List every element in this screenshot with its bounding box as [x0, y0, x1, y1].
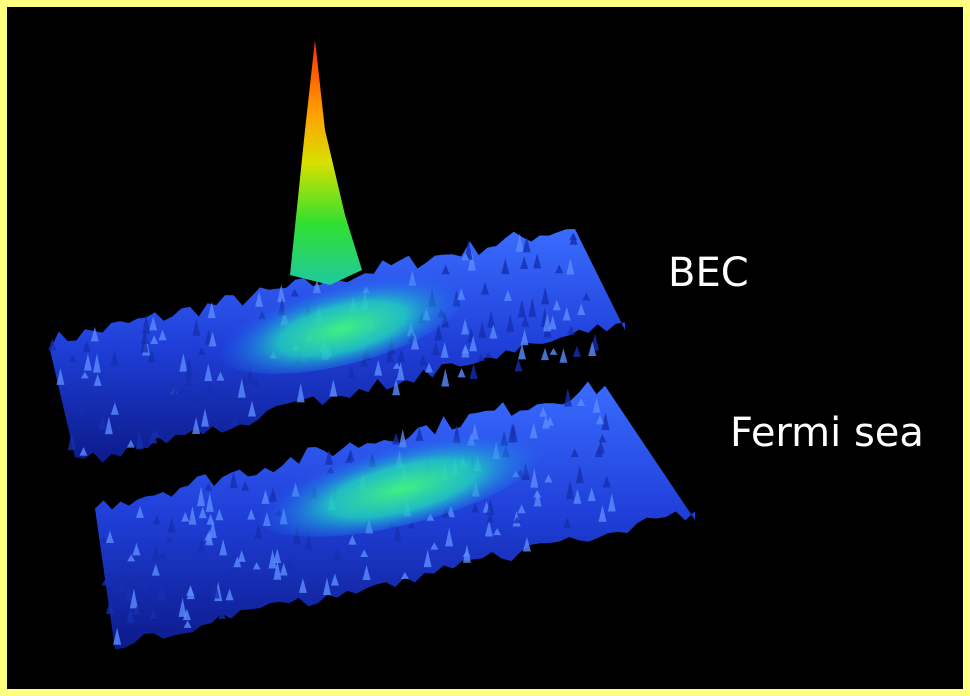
surface-spike	[564, 388, 572, 407]
surface-spike	[541, 348, 549, 360]
image-frame: BEC Fermi sea	[0, 0, 970, 696]
surface-spike	[441, 369, 449, 387]
bec-label: BEC	[668, 250, 749, 296]
fermi-label: Fermi sea	[730, 410, 924, 456]
surface-spike	[470, 363, 478, 379]
surface-spike	[559, 348, 567, 363]
strips	[48, 229, 695, 649]
surface-spike	[514, 359, 522, 371]
density-plot	[7, 7, 963, 689]
surface-spike	[573, 346, 581, 357]
surface-spike	[458, 368, 466, 377]
surface-spike	[549, 348, 557, 355]
bec-peak	[290, 40, 362, 285]
